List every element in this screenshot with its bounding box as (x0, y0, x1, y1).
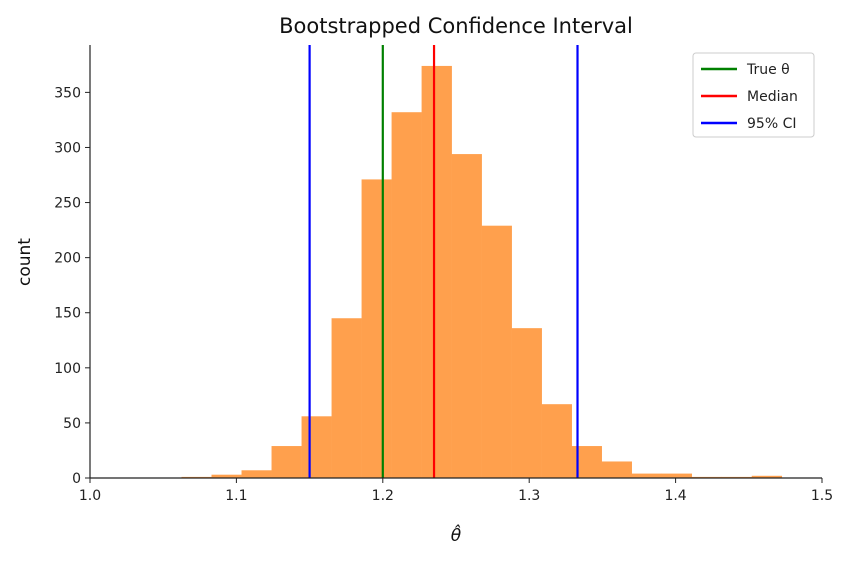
histogram-bars (181, 65, 783, 479)
x-axis-label: θ̂ (451, 523, 462, 546)
legend-label: True θ (746, 62, 790, 78)
x-tick-label: 1.4 (664, 488, 686, 504)
y-tick-label: 250 (54, 196, 81, 212)
histogram-bar (211, 474, 242, 478)
x-tick-label: 1.0 (79, 488, 101, 504)
histogram-bar (601, 461, 632, 478)
x-tick-label: 1.1 (225, 488, 247, 504)
x-tick-label: 1.5 (811, 488, 833, 504)
x-tick-label: 1.2 (372, 488, 394, 504)
y-ticks: 0 50 100 150 200 250 300 350 (54, 85, 90, 487)
histogram-bar (301, 416, 332, 478)
y-tick-label: 100 (54, 361, 81, 377)
histogram-bar (241, 470, 272, 478)
histogram-bar (331, 318, 362, 478)
histogram-bar (271, 446, 302, 478)
y-axis-label: count (15, 238, 35, 286)
histogram-bar (661, 473, 693, 478)
histogram-bar (511, 328, 542, 478)
legend-label: Median (747, 89, 798, 105)
y-tick-label: 0 (72, 471, 81, 487)
y-tick-label: 350 (54, 85, 81, 101)
histogram-bar (451, 154, 482, 478)
histogram-bar (481, 225, 512, 478)
histogram-bar (391, 112, 422, 478)
reference-lines (308, 45, 579, 478)
y-tick-label: 200 (54, 251, 81, 267)
axes (89, 45, 822, 479)
histogram-bar (571, 446, 602, 478)
legend-box (692, 52, 815, 138)
histogram-bar (361, 179, 392, 478)
histogram-bar (421, 65, 452, 479)
y-tick-label: 50 (63, 416, 81, 432)
histogram-bar (631, 473, 662, 478)
legend-label: 95% CI (747, 116, 796, 132)
histogram-bar (541, 404, 572, 478)
legend: True θ Median 95% CI (692, 52, 815, 138)
x-ticks: 1.0 1.1 1.2 1.3 1.4 1.5 (79, 478, 833, 504)
x-tick-label: 1.3 (518, 488, 540, 504)
histogram-bar (751, 475, 783, 478)
y-tick-label: 300 (54, 140, 81, 156)
y-tick-label: 150 (54, 306, 81, 322)
chart-title: Bootstrapped Confidence Interval (279, 14, 633, 38)
